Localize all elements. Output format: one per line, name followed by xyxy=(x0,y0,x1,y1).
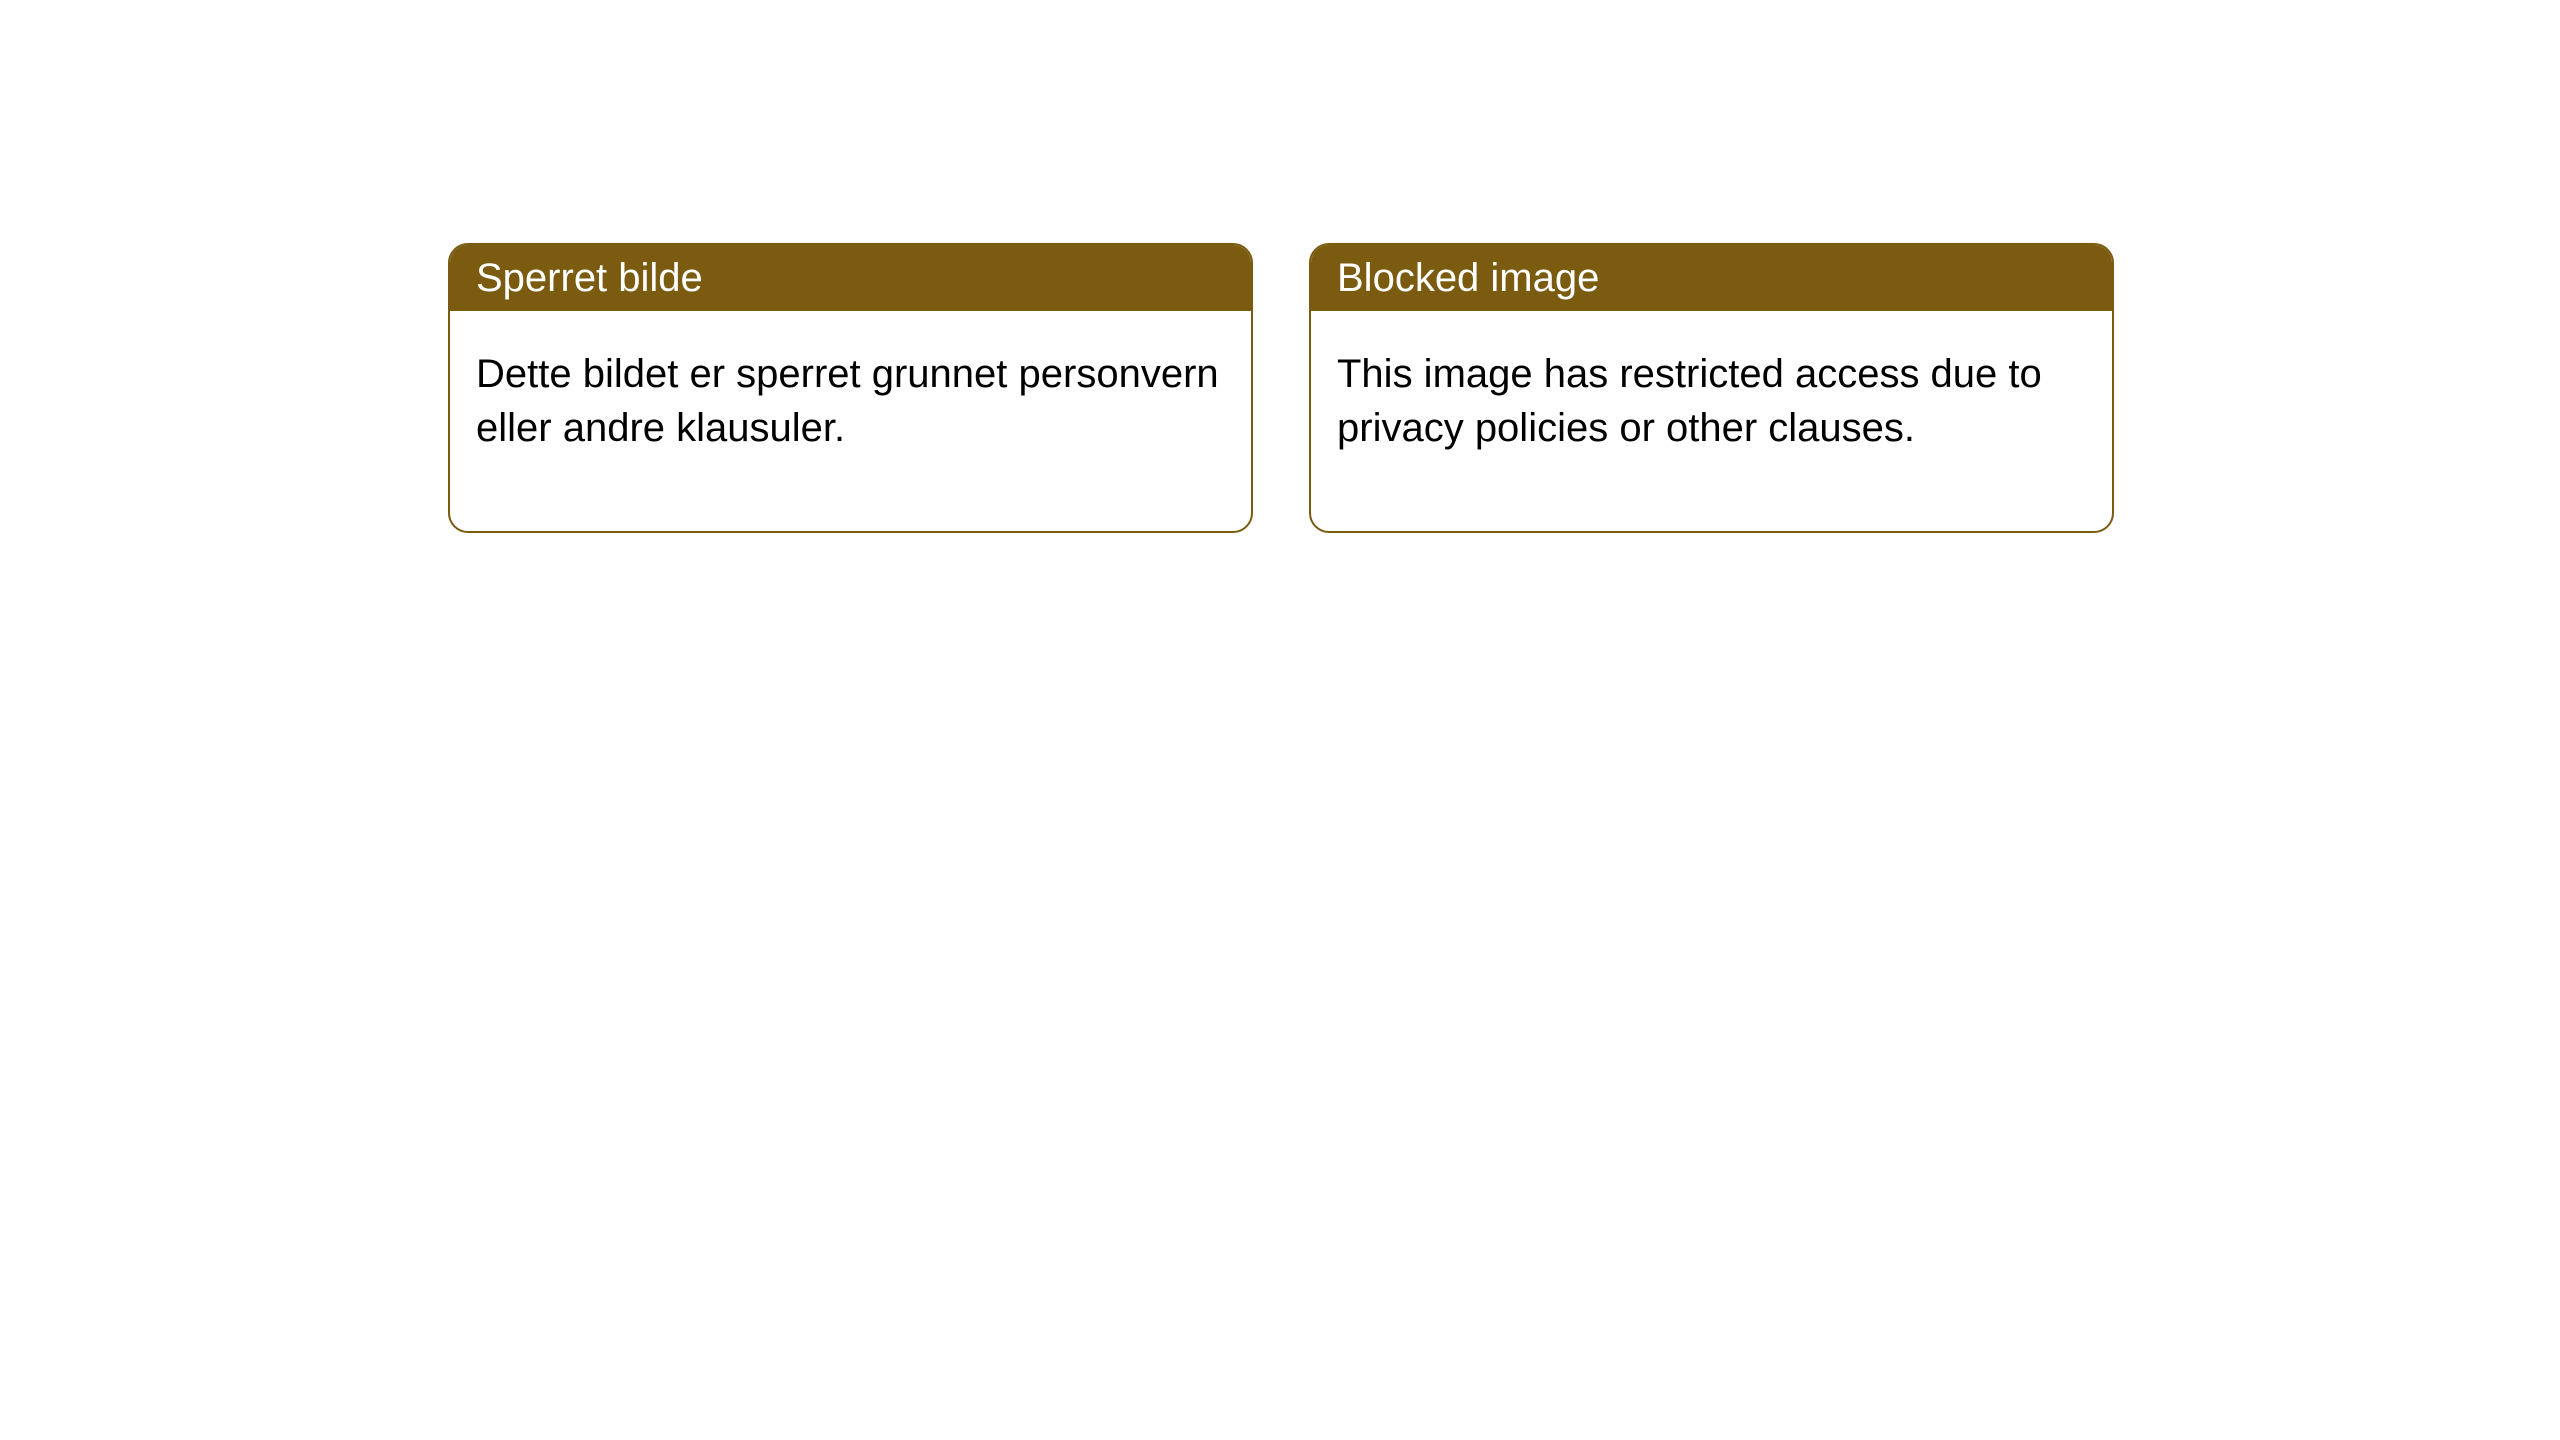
blocked-image-notice-container: Sperret bilde Dette bildet er sperret gr… xyxy=(0,0,2560,533)
notice-panel-norwegian: Sperret bilde Dette bildet er sperret gr… xyxy=(448,243,1253,533)
notice-panel-english: Blocked image This image has restricted … xyxy=(1309,243,2114,533)
notice-title-english: Blocked image xyxy=(1337,256,1599,300)
notice-body-norwegian: Dette bildet er sperret grunnet personve… xyxy=(450,311,1251,531)
notice-title-norwegian: Sperret bilde xyxy=(476,256,703,300)
notice-header-norwegian: Sperret bilde xyxy=(450,245,1251,311)
notice-header-english: Blocked image xyxy=(1311,245,2112,311)
notice-body-english: This image has restricted access due to … xyxy=(1311,311,2112,531)
notice-text-norwegian: Dette bildet er sperret grunnet personve… xyxy=(476,352,1219,450)
notice-text-english: This image has restricted access due to … xyxy=(1337,352,2042,450)
